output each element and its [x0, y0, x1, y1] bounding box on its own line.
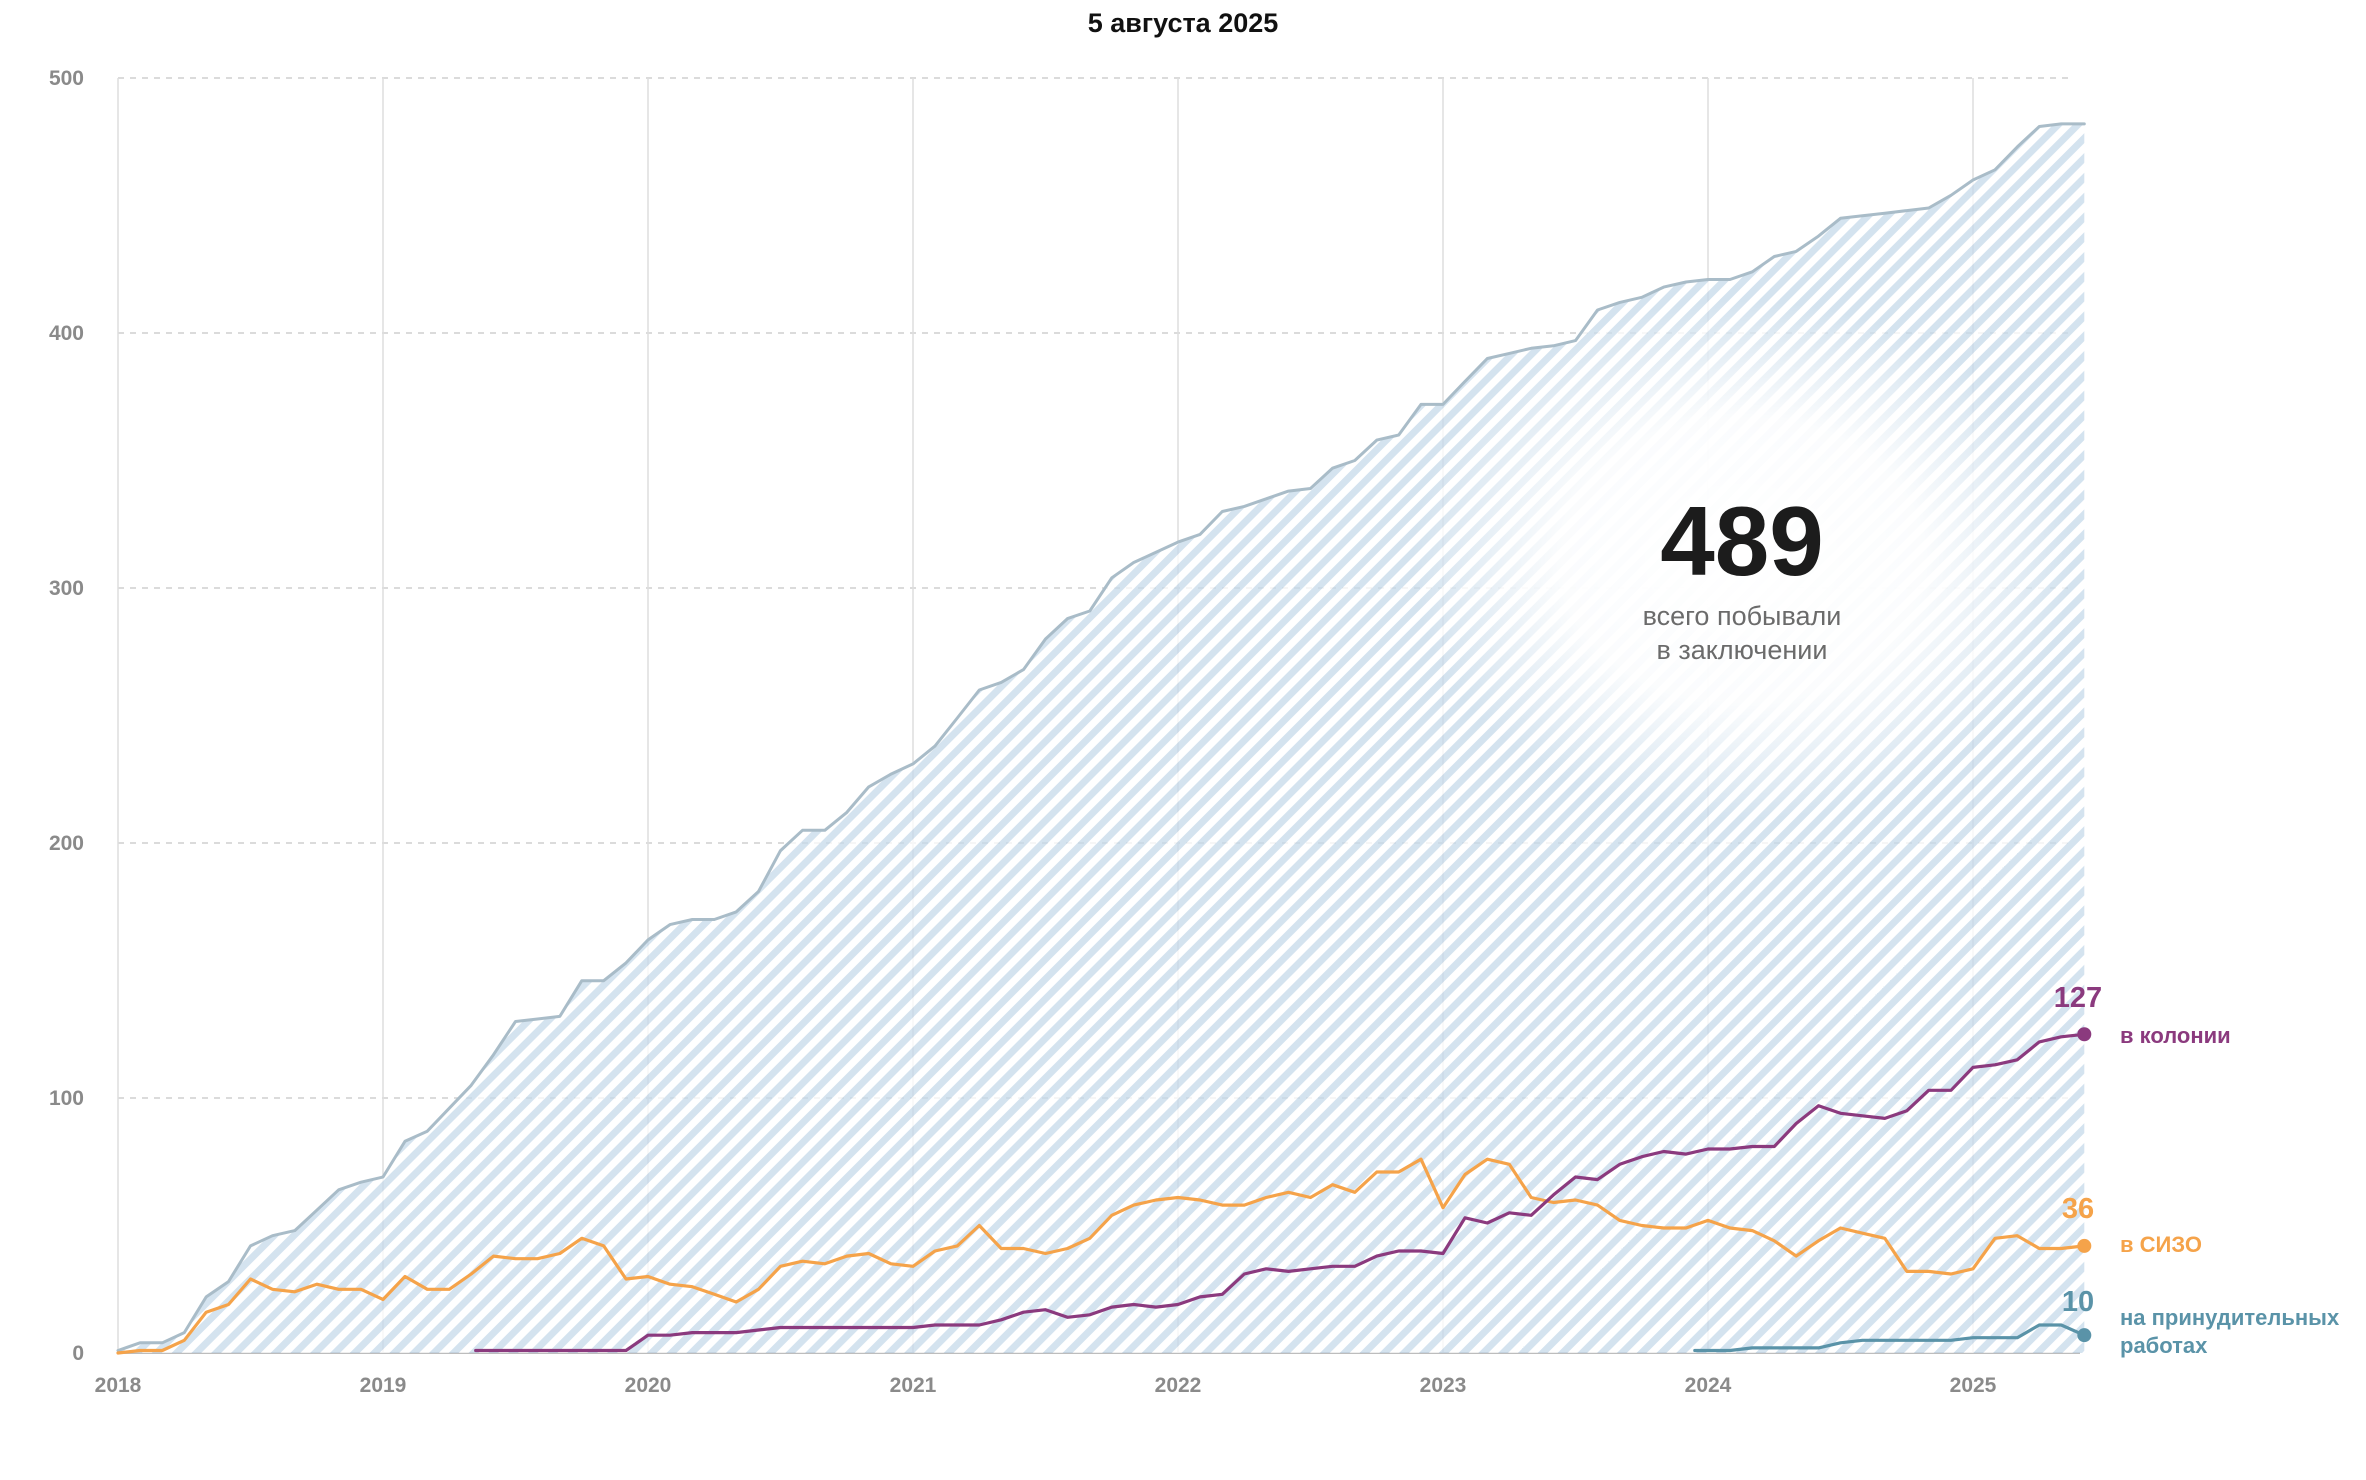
- y-tick-label-400: 400: [49, 322, 84, 345]
- y-tick-label-200: 200: [49, 832, 84, 855]
- x-tick-label-2018: 2018: [95, 1374, 142, 1397]
- highlight-fade: [1412, 300, 2072, 820]
- total-count-caption-line2: в заключении: [1657, 635, 1828, 665]
- y-tick-label-0: 0: [72, 1342, 84, 1365]
- x-axis-ticks: 2018 2019 2020 2021 2022 2023 2024 2025: [95, 1374, 1997, 1397]
- x-tick-label-2020: 2020: [625, 1374, 672, 1397]
- series-line-forced_labor: [1693, 1323, 2086, 1353]
- end-marker-forced_labor: [2077, 1328, 2092, 1343]
- sizo-end-value: 36: [2062, 1193, 2094, 1225]
- y-axis-ticks: 0 100 200 300 400 500: [49, 67, 84, 1365]
- forced-labor-label-line1: на принудительных: [2120, 1305, 2340, 1330]
- highlight-callout: 489 всего побывали в заключении: [1643, 486, 1842, 665]
- series-line-colony: [474, 1032, 2086, 1353]
- x-tick-label-2024: 2024: [1685, 1374, 1732, 1397]
- end-label-sizo: 36 в СИЗО: [2062, 1193, 2202, 1257]
- highlight-fade-ellipse: [1412, 300, 2072, 820]
- colony-label: в колонии: [2120, 1023, 2231, 1048]
- end-marker-sizo: [2077, 1238, 2092, 1253]
- series-line-total: [116, 122, 2086, 1352]
- y-tick-label-300: 300: [49, 577, 84, 600]
- x-tick-label-2022: 2022: [1155, 1374, 1202, 1397]
- y-tick-label-500: 500: [49, 67, 84, 90]
- forced-labor-label-line2: работах: [2120, 1333, 2208, 1358]
- x-tick-label-2021: 2021: [890, 1374, 937, 1397]
- series-line-sizo: [116, 1157, 2086, 1355]
- x-tick-label-2025: 2025: [1950, 1374, 1997, 1397]
- forced-labor-end-value: 10: [2062, 1286, 2094, 1318]
- x-tick-label-2023: 2023: [1420, 1374, 1467, 1397]
- total-count-caption-line1: всего побывали: [1643, 601, 1842, 631]
- end-label-colony: 127 в колонии: [2054, 982, 2231, 1048]
- colony-end-value: 127: [2054, 982, 2102, 1014]
- end-marker-colony: [2077, 1027, 2092, 1042]
- x-tick-label-2019: 2019: [360, 1374, 407, 1397]
- chart-title: 5 августа 2025: [1088, 8, 1279, 38]
- sizo-label: в СИЗО: [2120, 1232, 2202, 1257]
- end-markers: [2077, 1027, 2092, 1343]
- series-lines: [116, 122, 2086, 1355]
- end-label-forced-labor: 10 на принудительных работах: [2062, 1286, 2340, 1358]
- total-count-value: 489: [1660, 486, 1824, 596]
- y-tick-label-100: 100: [49, 1087, 84, 1110]
